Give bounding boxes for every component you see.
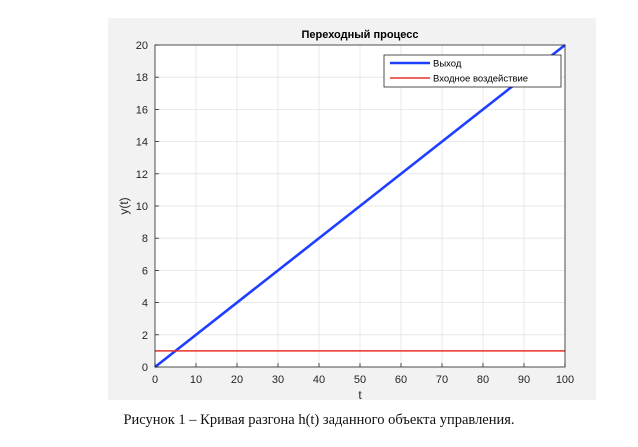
- series-lines: [154, 43, 566, 369]
- x-tick-label: 90: [518, 374, 530, 386]
- chart-title: Переходный процесс: [301, 29, 418, 41]
- x-tick-label: 50: [354, 374, 366, 386]
- y-axis-label: y(t): [117, 197, 131, 214]
- x-tick-label: 30: [272, 374, 284, 386]
- y-tick-label: 0: [142, 362, 148, 374]
- y-tick-label: 8: [142, 233, 148, 245]
- y-tick-label: 18: [136, 72, 148, 84]
- series-line-output: [154, 43, 566, 369]
- y-tick-label: 10: [136, 201, 148, 213]
- y-tick-label: 12: [136, 169, 148, 181]
- y-tick-label: 4: [142, 298, 148, 310]
- x-tick-label: 0: [152, 374, 158, 386]
- legend-label-input: Входное воздействие: [433, 74, 528, 85]
- y-tick-label: 6: [142, 265, 148, 277]
- legend-label-output: Выход: [433, 59, 462, 70]
- x-tick-label: 80: [477, 374, 489, 386]
- x-axis-label: t: [358, 388, 362, 400]
- y-tick-label: 16: [136, 104, 148, 116]
- x-tick-label: 60: [395, 374, 407, 386]
- x-tick-label: 10: [190, 374, 202, 386]
- x-tick-label: 70: [436, 374, 448, 386]
- x-tick-label: 40: [313, 374, 325, 386]
- x-ticks: 0 10 20 30 40 50 60 70 80 90 100: [152, 363, 574, 386]
- y-tick-label: 2: [142, 330, 148, 342]
- figure-caption: Рисунок 1 – Кривая разгона h(t) заданног…: [123, 412, 515, 428]
- chart: 0 10 20 30 40 50 60 70 80 90 100 0 2 4 6 8 10 12 14 16 18 20…: [108, 18, 596, 402]
- legend-box: [383, 54, 562, 88]
- y-ticks: 0 2 4 6 8 10 12 14 16 18 20: [136, 40, 159, 374]
- y-tick-label: 20: [136, 40, 148, 52]
- legend: Выход Входное воздействие: [383, 54, 562, 88]
- y-tick-label: 14: [136, 137, 148, 149]
- x-tick-label: 100: [556, 374, 574, 386]
- x-tick-label: 20: [231, 374, 243, 386]
